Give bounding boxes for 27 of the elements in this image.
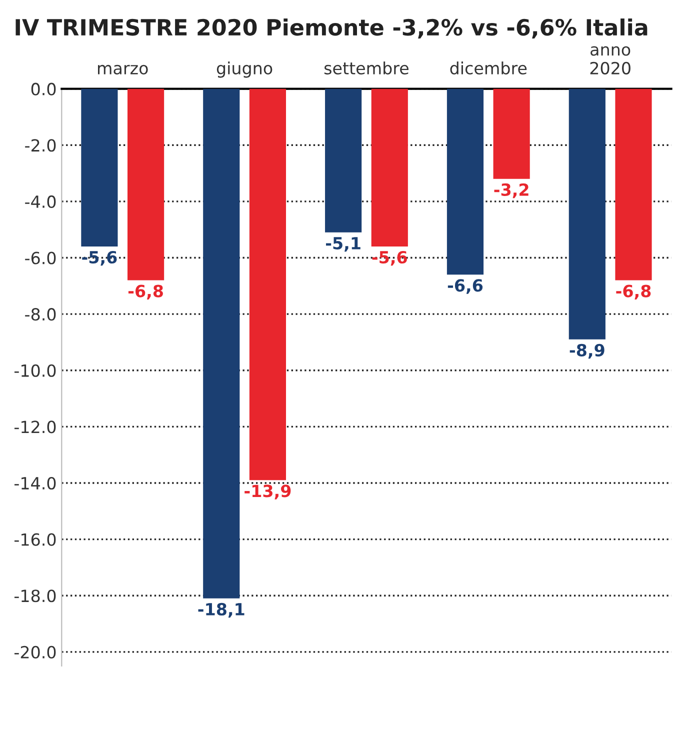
x-tick-label: anno 2020	[590, 46, 630, 74]
y-tick-label: -10.0	[14, 364, 56, 377]
data-label: -8,9	[570, 344, 604, 359]
data-label: -5,1	[326, 237, 360, 252]
data-label: -5,6	[372, 250, 407, 266]
y-tick-label: -2.0	[25, 139, 56, 152]
data-label: -5,6	[82, 250, 117, 266]
data-label: -13,9	[244, 484, 291, 500]
y-tick-label: -16.0	[14, 533, 56, 546]
chart-title: IV TRIMESTRE 2020 Piemonte -3,2% vs -6,6% Italia	[16, 18, 648, 39]
y-tick-label: -6.0	[25, 252, 56, 264]
data-label: -3,2	[494, 183, 528, 198]
x-tick-label: dicembre	[450, 62, 527, 74]
y-tick-label: -4.0	[25, 195, 56, 208]
x-tick-label: settembre	[324, 62, 408, 74]
x-tick-label: giugno	[216, 62, 272, 78]
y-tick-label: -12.0	[14, 420, 56, 434]
y-tick-label: 0.0	[31, 82, 56, 96]
y-tick-label: -14.0	[14, 476, 56, 490]
y-tick-label: -18.0	[14, 590, 56, 602]
y-tick-label: -20.0	[14, 646, 56, 658]
data-label: -6,6	[448, 279, 483, 294]
data-label: -6,8	[616, 284, 651, 300]
data-label: -6,8	[128, 284, 163, 300]
x-tick-label: marzo	[98, 64, 148, 74]
y-tick-label: -8.0	[25, 308, 56, 321]
data-label: -18,1	[198, 602, 244, 618]
